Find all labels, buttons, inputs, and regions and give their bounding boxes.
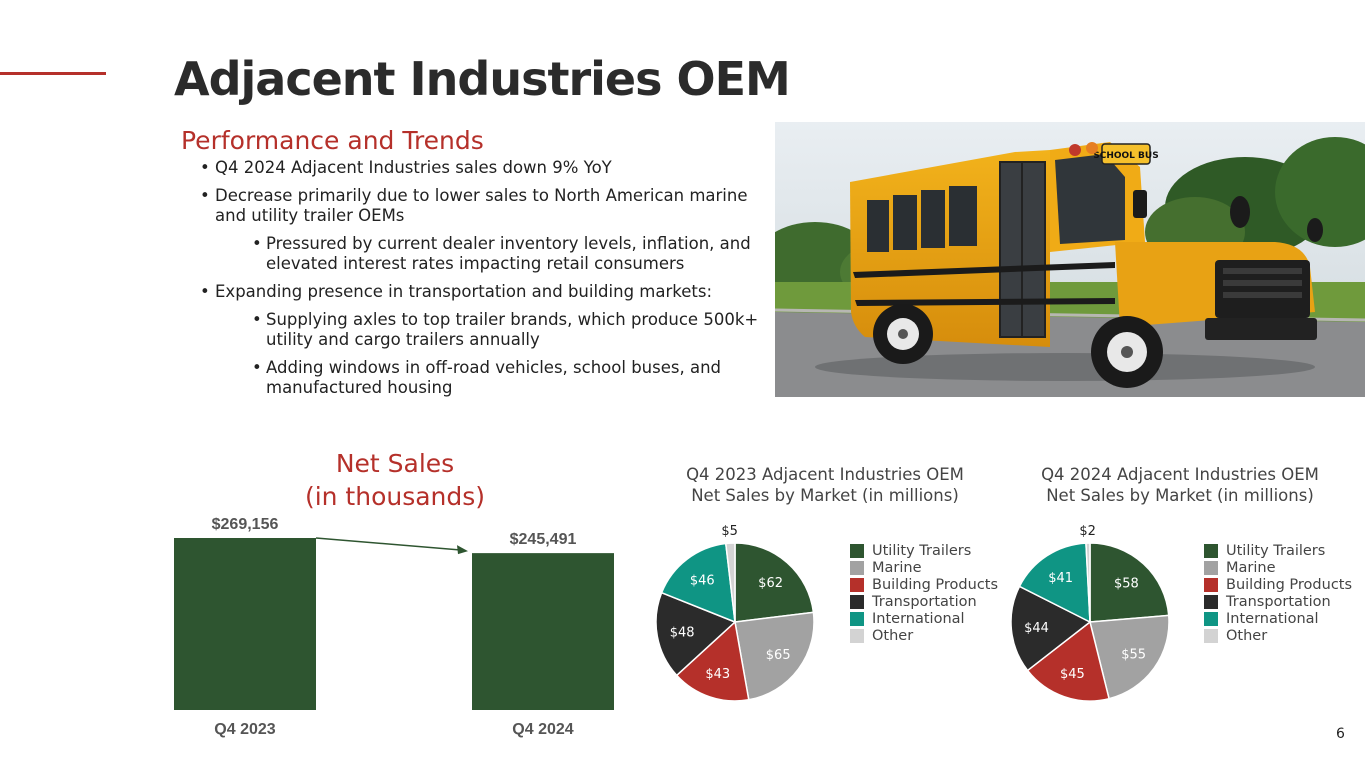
pie-2024-legend: Utility Trailers Marine Building Products T…: [1204, 542, 1352, 644]
net-sales-title-line: (in thousands): [304, 482, 486, 511]
pie-2024-slice-4: [1018, 542, 1091, 624]
bar-category-label: Q4 2023: [214, 721, 275, 738]
school-bus-photo: SCHOOL BUS: [775, 122, 1365, 397]
bar-value-label: $245,491: [510, 531, 577, 548]
pie-2023-legend-label: Marine: [872, 559, 922, 576]
pie-2023-slice-4: [660, 542, 736, 624]
pie-2024-legend-label: Other: [1226, 627, 1268, 644]
pie-2023-legend-label: International: [872, 610, 965, 627]
pie-2024-legend-item: International: [1204, 610, 1352, 627]
bar-1: [472, 553, 614, 710]
pie-2024-legend-label: Marine: [1226, 559, 1276, 576]
bullet-item: Decrease primarily due to lower sales to…: [200, 186, 760, 226]
accent-line: [0, 72, 106, 75]
pie-2023-legend-label: Transportation: [872, 593, 977, 610]
pie-2024-legend-item: Transportation: [1204, 593, 1352, 610]
pie-2024-legend-label: Utility Trailers: [1226, 542, 1326, 559]
pie-2023-legend-item: Marine: [850, 559, 998, 576]
pie-2024-slice-5: [1085, 542, 1091, 623]
pie-2024-legend-label: Transportation: [1226, 593, 1331, 610]
pie-2024-legend-item: Other: [1204, 627, 1352, 644]
pie-2024-title: Q4 2024 Adjacent Industries OEM Net Sale…: [1015, 464, 1345, 506]
pie-2024-slice-0: [1089, 542, 1170, 623]
pie-2023-title: Q4 2023 Adjacent Industries OEM Net Sale…: [660, 464, 990, 506]
pie-2023-legend: Utility Trailers Marine Building Products T…: [850, 542, 998, 644]
pie-2023-legend-label: Other: [872, 627, 914, 644]
sub-bullet-item: Supplying axles to top trailer brands, w…: [200, 310, 760, 350]
pie-2023-slice-label: $62: [758, 576, 783, 591]
pie-2024-legend-swatch: [1204, 611, 1218, 626]
pie-2024-legend-swatch: [1204, 594, 1218, 609]
pie-2023-legend-item: Other: [850, 627, 998, 644]
pie-2024-slice-1: [1089, 614, 1170, 700]
bar-value-label: $269,156: [212, 516, 279, 533]
pie-2023-slice-label: $5: [721, 524, 738, 539]
pie-2023-slice-0: [734, 542, 815, 623]
pie-2023-legend-swatch: [850, 560, 864, 575]
bullet-list: Q4 2024 Adjacent Industries sales down 9…: [200, 158, 760, 406]
pie-2023-title-line: Q4 2023 Adjacent Industries OEM: [686, 465, 964, 484]
bullet-item: Q4 2024 Adjacent Industries sales down 9…: [200, 158, 760, 178]
pie-2024-chart: $58 $55 $45 $44 $41 $2: [1000, 515, 1190, 719]
trend-arrow-head: [457, 545, 468, 555]
pie-2024-slice-label: $44: [1024, 621, 1049, 636]
pie-2023-legend-swatch: [850, 543, 864, 558]
pie-2023-slice-label: $43: [705, 667, 730, 682]
pie-2023-legend-swatch: [850, 594, 864, 609]
pie-2023-legend-swatch: [850, 628, 864, 643]
pie-2024-slice-label: $58: [1114, 576, 1139, 591]
page-title: Adjacent Industries OEM: [174, 52, 791, 106]
pie-2024-legend-swatch: [1204, 577, 1218, 592]
pie-2023-slice-label: $46: [690, 573, 715, 588]
bus-sign-text: SCHOOL BUS: [1093, 151, 1158, 161]
pie-2023-legend-swatch: [850, 611, 864, 626]
pie-2024-slice-label: $2: [1079, 524, 1096, 539]
pie-2024-slice-2: [1026, 620, 1110, 702]
sub-bullet-item: Adding windows in off-road vehicles, sch…: [200, 358, 760, 398]
sub-bullet-item: Pressured by current dealer inventory le…: [200, 234, 760, 274]
pie-2024-title-line: Q4 2024 Adjacent Industries OEM: [1041, 465, 1319, 484]
pie-2024-legend-label: Building Products: [1226, 576, 1353, 593]
pie-2023-legend-swatch: [850, 577, 864, 592]
pie-2024-legend-item: Utility Trailers: [1204, 542, 1352, 559]
net-sales-chart: $269,156 Q4 2023 $245,491 Q4 2024: [160, 505, 640, 749]
pie-2023-legend-label: Utility Trailers: [872, 542, 972, 559]
pie-2023-legend-item: International: [850, 610, 998, 627]
pie-2023-slice-1: [734, 611, 815, 701]
pie-2024-title-line: Net Sales by Market (in millions): [1046, 486, 1314, 505]
pie-2023-legend-item: Utility Trailers: [850, 542, 998, 559]
pie-2024-legend-swatch: [1204, 543, 1218, 558]
page-number: 6: [1336, 726, 1345, 742]
pie-2024-slice-label: $45: [1060, 667, 1085, 682]
pie-2023-legend-label: Building Products: [872, 576, 999, 593]
pie-2024-slice-3: [1010, 585, 1092, 672]
pie-2023-slice-5: [724, 542, 736, 623]
net-sales-title: Net Sales (in thousands): [295, 447, 495, 513]
pie-2024-legend-item: Building Products: [1204, 576, 1352, 593]
pie-2024-legend-label: International: [1226, 610, 1319, 627]
pie-2023-slice-3: [655, 591, 737, 677]
pie-2023-chart: $62 $65 $43 $48 $46 $5: [645, 515, 835, 719]
pie-2023-title-line: Net Sales by Market (in millions): [691, 486, 959, 505]
section-subtitle: Performance and Trends: [181, 126, 484, 155]
pie-2023-legend-item: Transportation: [850, 593, 998, 610]
net-sales-title-line: Net Sales: [335, 449, 455, 478]
pie-2023-legend-item: Building Products: [850, 576, 998, 593]
pie-2024-slice-label: $55: [1121, 647, 1146, 662]
bar-0: [174, 538, 316, 710]
bar-category-label: Q4 2024: [512, 721, 573, 738]
trend-arrow-line: [315, 537, 463, 551]
pie-2024-legend-swatch: [1204, 560, 1218, 575]
pie-2024-slice-label: $41: [1048, 571, 1073, 586]
bullet-item: Expanding presence in transportation and…: [200, 282, 760, 302]
pie-2023-slice-2: [675, 620, 750, 702]
pie-2024-legend-item: Marine: [1204, 559, 1352, 576]
pie-2023-slice-label: $48: [670, 626, 695, 641]
pie-2024-legend-swatch: [1204, 628, 1218, 643]
pie-2023-slice-label: $65: [766, 648, 791, 663]
